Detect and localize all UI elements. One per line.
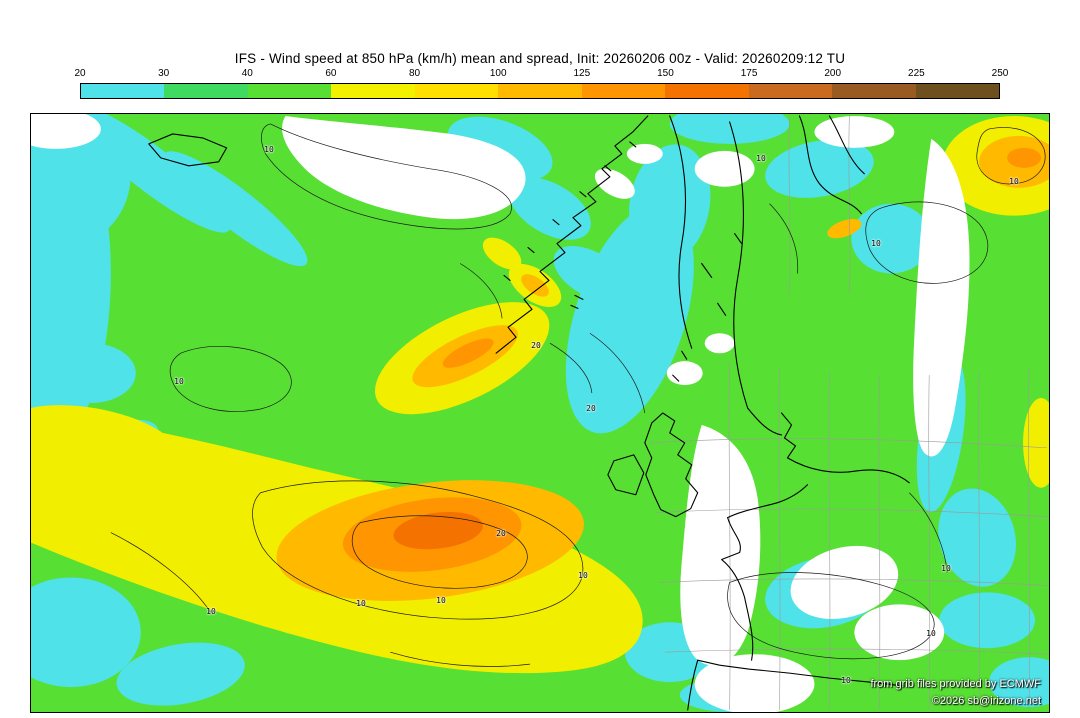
colorbar-tick-label: 225: [908, 68, 925, 79]
colorbar-tick-label: 60: [325, 68, 337, 79]
coastlines: [149, 116, 910, 710]
map-title: IFS - Wind speed at 850 hPa (km/h) mean …: [234, 51, 846, 66]
wind-map-svg: [31, 114, 1049, 712]
colorbar-tick-label: 80: [408, 68, 421, 79]
colorbar-tick-label: 40: [241, 68, 253, 79]
colorbar-tick-label: 30: [158, 68, 170, 79]
graticule-lines: [650, 116, 1047, 710]
colorbar-segment: [915, 84, 999, 98]
colorbar-tick-label: 250: [991, 68, 1009, 79]
colorbar-wrap: 20 30 40 60 80 100 125 150 175 200 225 250: [74, 68, 1008, 99]
wind-map: from grib files provided by ECMWF ©2026 …: [30, 113, 1050, 713]
colorbar-tick-label: 20: [74, 68, 86, 79]
colorbar-segment: [164, 84, 248, 98]
calm-regions: [31, 114, 970, 712]
colorbar-ticks: 20 30 40 60 80 100 125 150 175 200 225 250: [74, 68, 1008, 82]
colorbar-tick-label: 175: [740, 68, 758, 79]
colorbar-segment: [414, 84, 499, 98]
attribution-source: from grib files provided by ECMWF: [870, 678, 1041, 690]
colorbar: [80, 83, 1000, 99]
colorbar-segment: [247, 84, 332, 98]
orange-regions: [276, 135, 1049, 601]
colorbar-segment: [832, 84, 916, 98]
spread-contours: [111, 124, 1045, 667]
colorbar-tick-label: 200: [824, 68, 842, 79]
colorbar-segment: [331, 84, 415, 98]
colorbar-segment: [748, 84, 833, 98]
colorbar-tick-label: 150: [657, 68, 674, 79]
colorbar-segment: [81, 84, 165, 98]
colorbar-tick-label: 100: [489, 68, 507, 79]
colorbar-segment: [665, 84, 749, 98]
attribution-copyright: ©2026 sb@irizone.net: [931, 695, 1041, 707]
colorbar-segment: [498, 84, 582, 98]
colorbar-tick-label: 125: [573, 68, 591, 79]
colorbar-segment: [581, 84, 666, 98]
